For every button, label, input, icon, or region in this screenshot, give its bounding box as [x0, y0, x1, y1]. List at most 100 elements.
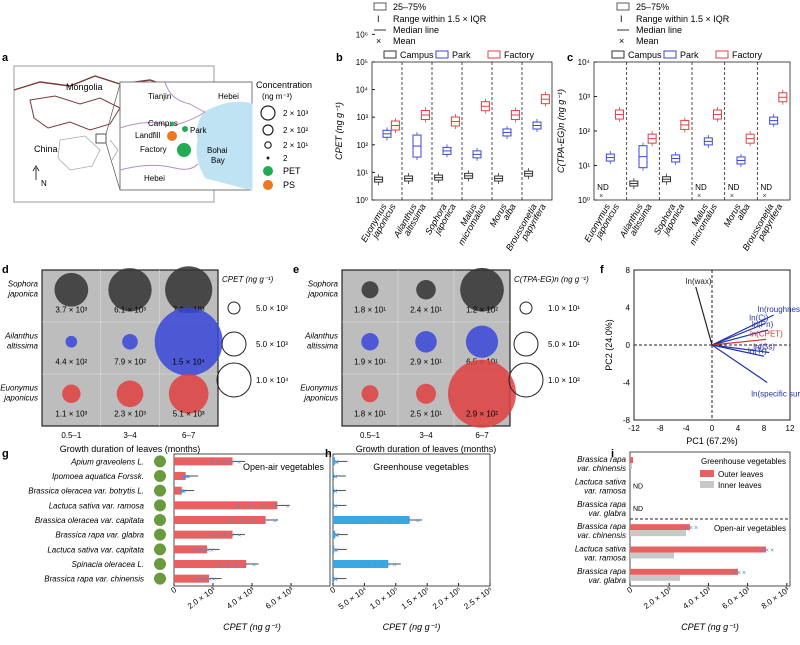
data-point-marker: ×	[210, 547, 214, 554]
map-zoom-line	[105, 142, 121, 191]
category-label: Spinacia oleracea L.	[72, 560, 145, 569]
y-tick-label: -8	[623, 416, 631, 425]
x-tick-label: 4	[736, 424, 741, 433]
bubble	[460, 267, 504, 312]
map-legend-v1: 2 × 10³	[283, 109, 308, 118]
data-point-marker: ×	[334, 577, 338, 584]
x-tick-label: 6.0 × 10³	[721, 585, 752, 611]
y-tick-label: 10²	[356, 141, 368, 150]
bubble	[62, 384, 81, 403]
legend-range-icon: I	[620, 14, 623, 24]
data-point-marker: ×	[689, 525, 693, 532]
map-label-hebei-bottom: Hebei	[144, 174, 165, 183]
map-province-line	[29, 95, 121, 131]
y-tick-label: 4	[626, 304, 631, 313]
legend-swatch-park	[663, 50, 677, 59]
data-point-marker: ×	[737, 570, 741, 577]
map-border-tianjin	[119, 111, 206, 129]
data-point-marker: ×	[226, 562, 230, 569]
category-label: Brassica rapa var. glabra	[55, 531, 144, 540]
data-point-marker: ×	[393, 562, 397, 569]
vegetable-icon	[154, 572, 166, 585]
row-label: Sophora	[8, 280, 39, 289]
x-tick-label: 4.0 × 10³	[225, 585, 256, 611]
data-point-marker: ×	[333, 489, 337, 496]
x-tick-label: 4.0 × 10³	[681, 585, 712, 611]
data-point-marker: ×	[765, 548, 769, 555]
bubble-value-label: 4.4 × 10²	[55, 358, 87, 367]
x-axis-label: Growth duration of leaves (months)	[60, 444, 201, 454]
x-tick-label: 5.0 × 10⁴	[337, 585, 369, 611]
data-point-marker: ×	[262, 518, 266, 525]
bubble-value-label: 2.9 × 10²	[466, 410, 498, 419]
row-label: japonica	[307, 290, 338, 299]
bar	[333, 501, 334, 510]
loading-vector	[711, 338, 767, 346]
panel-label-b: b	[336, 52, 343, 64]
nd-label: ND	[597, 183, 609, 192]
row-label: Euonymus	[0, 384, 38, 393]
group-label-openair: Open-air vegetables	[714, 524, 786, 533]
data-point-marker: ×	[335, 533, 339, 540]
legend-swatch-campus	[383, 50, 397, 59]
data-point-marker: ×	[742, 570, 746, 577]
size-legend-circle	[221, 331, 247, 357]
x-axis-label: CPET (ng g⁻¹)	[223, 622, 281, 632]
data-point-marker: ×	[335, 533, 339, 540]
category-label: Apium graveolens L.	[70, 457, 144, 466]
ps-legend-swatch	[263, 180, 273, 190]
park-marker	[182, 126, 188, 132]
bubble	[154, 307, 223, 376]
box-legend-b: 25–75% I Range within 1.5 × IQR Median l…	[373, 2, 487, 46]
data-point-marker: ×	[212, 577, 216, 584]
bubble	[361, 333, 379, 351]
chart-title: Open-air vegetables	[243, 462, 325, 472]
x-tick-label: 8.0 × 10³	[760, 585, 791, 611]
data-point-marker: ×	[252, 562, 256, 569]
data-point-marker: ×	[333, 474, 337, 481]
bubble-value-label: 2.9 × 10¹	[410, 358, 442, 367]
map-legend-pet: PET	[283, 166, 301, 176]
category-label: Lactuca sativa	[575, 478, 627, 487]
x-tick-label: 12	[786, 424, 795, 433]
data-point-marker: ×	[335, 459, 339, 466]
data-point-marker: ×	[386, 562, 390, 569]
vegetable-icon	[154, 455, 166, 468]
y-tick-label: 0	[626, 341, 631, 350]
legend-iqr-box	[616, 2, 630, 11]
data-point-marker: ×	[333, 474, 337, 481]
bubble	[116, 380, 144, 408]
category-label: Lactuca sativa var. capitata	[47, 545, 144, 554]
bubble	[416, 383, 436, 404]
x-tick-label: 2.0 × 10⁵	[431, 585, 463, 611]
x-tick-label: -4	[682, 424, 690, 433]
nd-label: ND	[633, 484, 643, 491]
data-point-marker: ×	[334, 503, 338, 510]
bar	[174, 472, 186, 480]
data-point-marker: ×	[180, 489, 184, 496]
data-point-marker: ×	[416, 518, 420, 525]
map-label-park: Park	[190, 126, 207, 135]
bar-inner	[630, 530, 686, 537]
size-legend-label: 1.0 × 10⁴	[256, 376, 289, 385]
map-label-bohai: Bohai	[207, 146, 228, 155]
data-point-marker: ×	[198, 547, 202, 554]
data-point-marker: ×	[199, 577, 203, 584]
data-point-marker: ×	[182, 474, 186, 481]
vegetable-icon	[154, 528, 166, 541]
data-point-marker: ×	[334, 547, 338, 554]
map-province-line	[109, 139, 119, 161]
category-label: var. ramosa	[584, 554, 626, 563]
nd-label: ND	[695, 183, 707, 192]
data-point-marker: ×	[209, 459, 213, 466]
bubble-value-label: 1.1 × 10³	[55, 410, 87, 419]
data-point-marker: ×	[248, 503, 252, 510]
nd-label: ND	[761, 183, 773, 192]
size-legend-circle	[519, 301, 533, 315]
x-tick-label: 6.0 × 10³	[264, 585, 295, 611]
legend-label-factory: Factory	[504, 50, 535, 60]
x-tick-label: 0	[328, 585, 337, 595]
y-tick-label: 10³	[578, 93, 590, 102]
